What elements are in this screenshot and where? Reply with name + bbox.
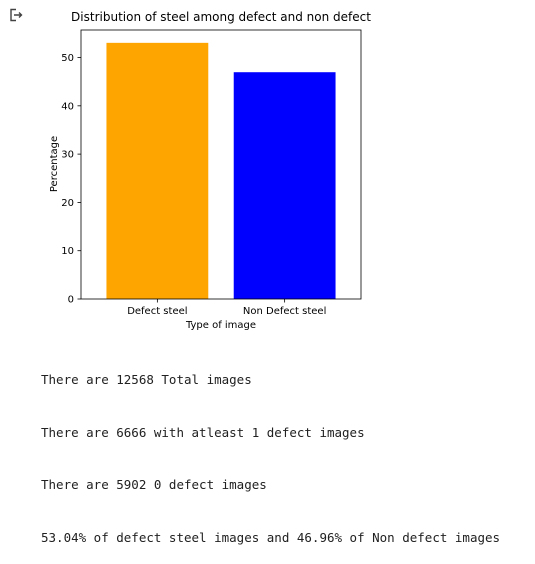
x-tick-label: Defect steel (127, 306, 187, 317)
y-tick-label: 0 (68, 295, 74, 306)
bar-non-defect-steel (233, 72, 336, 299)
y-axis-label: Percentage (49, 136, 60, 192)
y-tick-label: 30 (61, 150, 74, 161)
y-tick-label: 50 (61, 53, 74, 64)
y-tick-label: 20 (61, 198, 74, 209)
cell-output-text: There are 12568 Total images There are 6… (41, 336, 500, 564)
x-axis-label: Type of image (185, 320, 256, 331)
output-arrow-icon (10, 8, 23, 22)
x-tick-label: Non Defect steel (243, 306, 326, 317)
bar-chart: Distribution of steel among defect and n… (49, 10, 371, 331)
y-tick-label: 40 (61, 101, 74, 112)
output-line: There are 5902 0 defect images (41, 477, 267, 492)
output-line: 53.04% of defect steel images and 46.96%… (41, 529, 501, 545)
output-line: There are 6666 with atleast 1 defect ima… (41, 424, 365, 440)
output-line: There are 12568 Total images (41, 372, 252, 387)
bar-defect-steel (106, 42, 209, 300)
y-tick-label: 10 (61, 246, 74, 257)
chart-title: Distribution of steel among defect and n… (71, 10, 371, 24)
plot-frame (80, 29, 362, 300)
